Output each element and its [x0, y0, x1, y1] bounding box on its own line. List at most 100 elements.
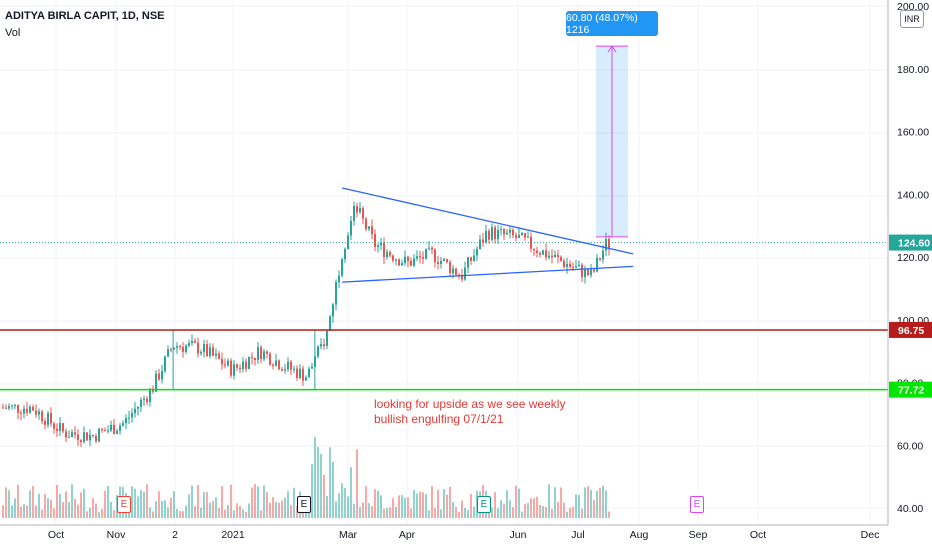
candle-body — [155, 373, 157, 392]
volume-bar — [581, 508, 583, 518]
volume-bar — [146, 484, 148, 518]
volume-bar — [242, 509, 244, 518]
volume-bar — [191, 485, 193, 518]
volume-bar — [344, 487, 346, 518]
time-axis-ticks: Oct Nov 2 2021 Mar Apr Jun Jul Aug Sep Oct Dec — [48, 529, 880, 541]
candle-body — [563, 260, 565, 268]
candle-body — [89, 434, 91, 441]
volume-bar — [68, 501, 70, 518]
earnings-event-icon[interactable]: E — [297, 496, 311, 513]
candle-body — [536, 250, 538, 253]
volume-bar — [410, 508, 412, 518]
volume-bar — [5, 487, 7, 518]
candle-body — [575, 266, 577, 268]
earnings-event-icon[interactable]: E — [117, 496, 131, 513]
volume-bar — [374, 489, 376, 518]
volume-bar — [83, 488, 85, 518]
candle-body — [296, 368, 298, 378]
earnings-event-icon[interactable]: E — [477, 496, 491, 513]
candle-body — [68, 436, 70, 438]
candle-body — [416, 256, 418, 259]
volume-bar — [158, 491, 160, 518]
volume-bar — [152, 511, 154, 518]
candle-body — [326, 330, 328, 346]
candle-body — [221, 358, 223, 365]
volume-bar — [371, 506, 373, 518]
candle-body — [257, 347, 259, 360]
candle-body — [131, 413, 133, 418]
currency-button[interactable]: INR — [900, 10, 924, 28]
candle-body — [20, 412, 22, 414]
volume-bar — [584, 487, 586, 518]
candle-body — [272, 364, 274, 366]
candle-body — [389, 252, 391, 256]
candle-body — [365, 218, 367, 230]
volume-bar — [608, 511, 610, 518]
candle-body — [224, 364, 226, 366]
candle-body — [29, 406, 31, 413]
candle-body — [71, 432, 73, 437]
volume-bar — [389, 507, 391, 518]
price-tick: 120.00 — [897, 252, 929, 264]
candle-body — [440, 260, 442, 265]
volume-bar — [248, 503, 250, 518]
volume-bar — [515, 485, 517, 518]
candle-body — [299, 368, 301, 378]
volume-bar — [167, 507, 169, 518]
candle-body — [557, 254, 559, 257]
candle-body — [290, 361, 292, 370]
price-tick: 140.00 — [897, 189, 929, 201]
volume-bar — [524, 503, 526, 518]
volume-bar — [44, 493, 46, 518]
symbol-title[interactable]: ADITYA BIRLA CAPIT, 1D, NSE — [5, 10, 165, 22]
candle-body — [359, 208, 361, 213]
volume-bar — [287, 491, 289, 518]
volume-bar — [461, 500, 463, 518]
volume-bar — [500, 500, 502, 518]
volume-bar — [47, 498, 49, 518]
candle-body — [35, 410, 37, 415]
volume-bar — [557, 502, 559, 518]
time-tick: Nov — [107, 529, 126, 541]
candle-body — [53, 423, 55, 429]
volume-bar — [368, 503, 370, 518]
volume-bar — [401, 495, 403, 518]
volume-bar — [539, 504, 541, 518]
volume-bar — [329, 447, 331, 518]
candle-body — [350, 220, 352, 236]
candle-body — [140, 399, 142, 407]
candle-body — [245, 361, 247, 369]
candle-body — [413, 258, 415, 266]
time-tick: 2 — [172, 529, 178, 541]
volume-label[interactable]: Vol — [5, 27, 21, 39]
candle-body — [50, 412, 52, 424]
measure-label[interactable]: 60.80 (48.07%) 1216 — [566, 11, 658, 36]
volume-bar — [311, 464, 313, 518]
volume-bar — [71, 484, 73, 518]
candle-body — [161, 371, 163, 380]
volume-bar — [290, 504, 292, 518]
candle-body — [266, 351, 268, 354]
candle-body — [200, 352, 202, 354]
volume-bar — [599, 487, 601, 518]
candle-body — [314, 356, 316, 367]
volume-bar — [431, 486, 433, 518]
candle-body — [170, 349, 172, 351]
candle-body — [602, 250, 604, 260]
volume-bar — [575, 494, 577, 518]
time-tick: Oct — [48, 529, 64, 541]
earnings-event-icon[interactable]: E — [690, 496, 704, 513]
volume-bar — [263, 485, 265, 518]
chart-note[interactable]: looking for upside as we see weekly bull… — [374, 397, 574, 427]
volume-bar — [578, 494, 580, 518]
volume-bar — [227, 505, 229, 518]
volume-bar — [521, 511, 523, 518]
volume-bar — [134, 488, 136, 518]
volume-bar — [509, 500, 511, 518]
candle-body — [185, 345, 187, 352]
grid — [0, 0, 888, 525]
note-line-1: looking for upside as we see weekly — [374, 397, 566, 411]
resistance-tag-bg — [889, 321, 932, 338]
candle-body — [488, 230, 490, 240]
